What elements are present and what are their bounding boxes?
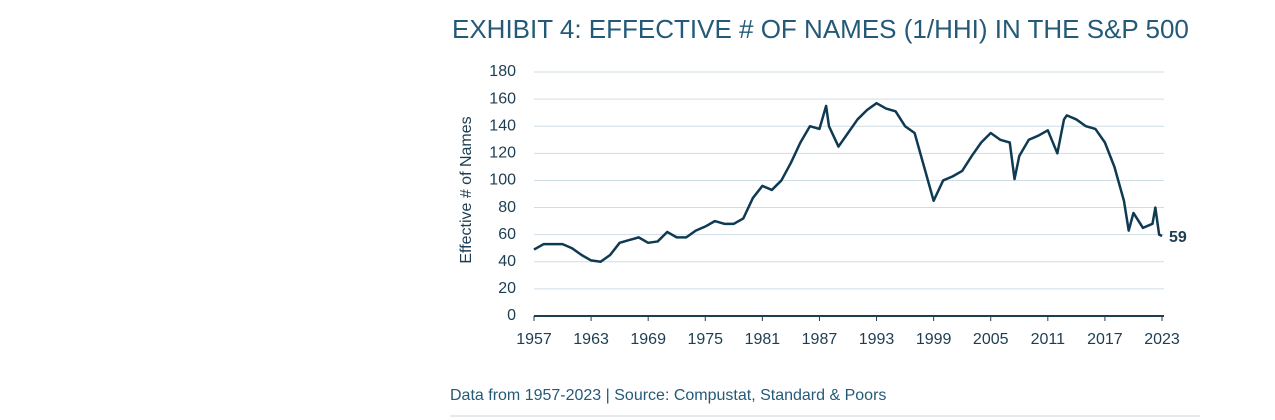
y-tick-label: 80 <box>498 199 516 216</box>
y-tick-label: 120 <box>489 145 516 162</box>
y-tick-label: 100 <box>489 172 516 189</box>
y-tick-label: 140 <box>489 117 516 134</box>
x-tick-label: 1963 <box>573 331 609 348</box>
y-tick-label: 20 <box>498 280 516 297</box>
y-tick-label: 0 <box>507 307 516 324</box>
x-tick-label: 1999 <box>916 331 952 348</box>
end-value-label: 59 <box>1169 229 1187 246</box>
y-axis-label: Effective # of Names <box>458 116 475 263</box>
footnote: Data from 1957-2023 | Source: Compustat,… <box>450 387 886 404</box>
x-tick-label: 1969 <box>630 331 666 348</box>
y-tick-label: 60 <box>498 226 516 243</box>
x-tick-label: 1981 <box>745 331 781 348</box>
data-line <box>533 101 1163 264</box>
x-tick-label: 2017 <box>1087 331 1123 348</box>
x-tick-label: 2011 <box>1031 331 1066 348</box>
x-tick-label: 2023 <box>1144 331 1180 348</box>
x-tick-label: 1987 <box>802 331 838 348</box>
chart-title: EXHIBIT 4: EFFECTIVE # OF NAMES (1/HHI) … <box>452 14 1189 44</box>
x-tick-label: 1975 <box>687 331 723 348</box>
y-tick-label: 180 <box>489 63 516 80</box>
x-tick-label: 1957 <box>516 331 552 348</box>
x-tick-label: 2005 <box>973 331 1009 348</box>
y-tick-label: 40 <box>498 253 516 270</box>
y-tick-label: 160 <box>489 90 516 107</box>
x-tick-label: 1993 <box>859 331 895 348</box>
